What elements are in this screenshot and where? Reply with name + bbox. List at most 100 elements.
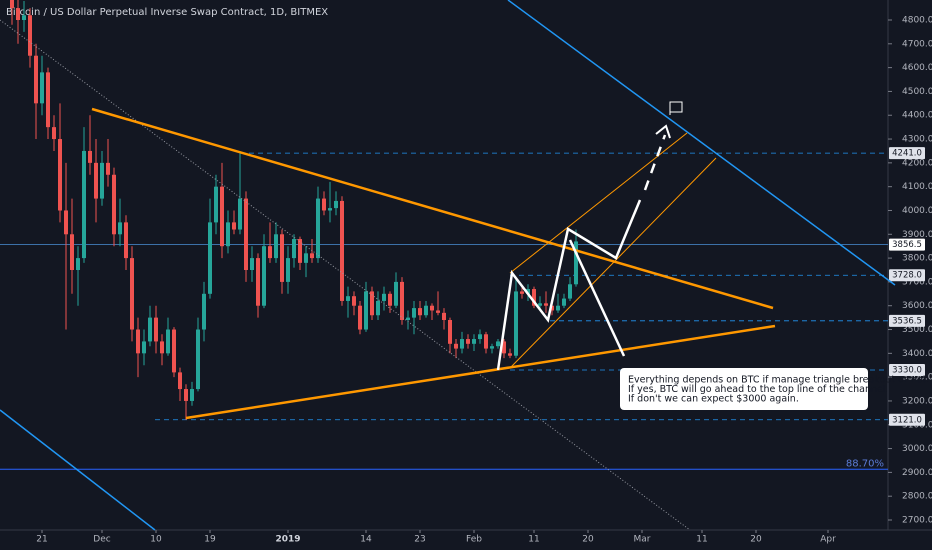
- y-tick-label: 4500.0: [902, 87, 932, 97]
- x-tick-label: 23: [414, 535, 425, 545]
- projection-dashed: [643, 134, 667, 191]
- candle-body: [496, 341, 500, 347]
- candle-body: [100, 162, 104, 199]
- candle-body: [226, 222, 230, 247]
- candle-body: [340, 200, 344, 301]
- y-tick-label: 3500.0: [902, 325, 932, 335]
- candle-body: [166, 329, 170, 354]
- candle-body: [106, 162, 110, 175]
- candle-body: [394, 281, 398, 306]
- channel-line: [0, 409, 156, 531]
- x-tick-label: 2019: [275, 535, 300, 545]
- candle-body: [94, 162, 98, 199]
- candle-body: [304, 253, 308, 263]
- candle-body: [544, 303, 548, 306]
- y-tick-label: 4100.0: [902, 182, 932, 192]
- x-tick-label: 14: [360, 535, 372, 545]
- candle-body: [526, 289, 530, 294]
- candle-body: [466, 339, 470, 344]
- candle-body: [250, 258, 254, 270]
- y-tick-label: 4700.0: [902, 39, 932, 49]
- price-tag-label: 4241.0: [892, 149, 922, 159]
- y-tick-label: 3000.0: [902, 444, 932, 454]
- candle-body: [202, 293, 206, 330]
- y-tick-label: 4800.0: [902, 16, 932, 26]
- price-tag: [889, 413, 925, 426]
- candle-body: [178, 372, 182, 390]
- candle-body: [430, 305, 434, 311]
- triangle-upper: [91, 107, 774, 310]
- arrow-head: [655, 124, 671, 139]
- candle-body: [52, 127, 56, 140]
- candle-body: [34, 55, 38, 104]
- price-tag: [889, 269, 925, 282]
- y-tick-label: 4000.0: [902, 206, 932, 216]
- candle-body: [244, 198, 248, 270]
- candle-body: [436, 310, 440, 313]
- candle-body: [274, 234, 278, 259]
- candle-body: [232, 222, 236, 230]
- candle-body: [286, 258, 290, 282]
- candle-body: [520, 291, 524, 294]
- candle-body: [40, 72, 44, 104]
- price-tag: [889, 147, 925, 160]
- annotation-line: If don't we can expect $3000 again.: [628, 394, 799, 405]
- fib-label: 88.70%: [846, 458, 884, 469]
- candle-body: [76, 258, 80, 270]
- candle-body: [406, 317, 410, 320]
- price-tag: [889, 238, 925, 251]
- candle-body: [196, 329, 200, 390]
- x-tick-label: 20: [582, 535, 594, 545]
- candle-body: [400, 281, 404, 320]
- y-tick-label: 4200.0: [902, 158, 932, 168]
- x-tick-label: 11: [528, 535, 539, 545]
- y-tick-label: 2800.0: [902, 492, 932, 502]
- candle-body: [298, 239, 302, 263]
- candle-body: [370, 291, 374, 316]
- candle-body: [574, 241, 578, 285]
- small-channel: [509, 157, 717, 369]
- candle-body: [382, 293, 386, 301]
- small-channel: [509, 132, 688, 274]
- y-tick-label: 3200.0: [902, 396, 932, 406]
- candle-body: [484, 334, 488, 349]
- candle-body: [514, 291, 518, 356]
- candle-body: [190, 389, 194, 401]
- candle-body: [358, 305, 362, 330]
- chart-title: Bitcoin / US Dollar Perpetual Inverse Sw…: [6, 7, 328, 18]
- triangle-lower: [185, 324, 776, 420]
- candle-body: [568, 284, 572, 299]
- candle-body: [220, 186, 224, 247]
- candle-body: [130, 258, 134, 330]
- candle-body: [508, 353, 512, 356]
- candle-body: [172, 329, 176, 373]
- candle-body: [28, 15, 32, 56]
- y-tick-label: 3300.0: [902, 373, 932, 383]
- x-tick-label: 20: [750, 535, 762, 545]
- candle-body: [364, 291, 368, 330]
- candle-body: [16, 8, 20, 20]
- x-tick-label: Feb: [466, 535, 482, 545]
- candle-body: [124, 222, 128, 259]
- price-tag: [889, 364, 925, 376]
- x-tick-label: 19: [204, 535, 216, 545]
- candle-body: [148, 317, 152, 342]
- candle-body: [142, 341, 146, 354]
- candle-body: [460, 339, 464, 349]
- candle-body: [376, 300, 380, 316]
- annotation-line: If yes, BTC will go ahead to the top lin…: [628, 384, 889, 395]
- y-tick-label: 4300.0: [902, 135, 932, 145]
- candle-body: [424, 305, 428, 316]
- candle-body: [478, 334, 482, 340]
- candle-body: [184, 389, 188, 401]
- candle-body: [412, 308, 416, 318]
- candle-body: [118, 222, 122, 235]
- x-tick-label: 10: [150, 535, 162, 545]
- y-tick-label: 3400.0: [902, 349, 932, 359]
- projection-path: [496, 199, 642, 371]
- candle-body: [346, 296, 350, 301]
- candle-body: [334, 200, 338, 209]
- candle-body: [70, 234, 74, 270]
